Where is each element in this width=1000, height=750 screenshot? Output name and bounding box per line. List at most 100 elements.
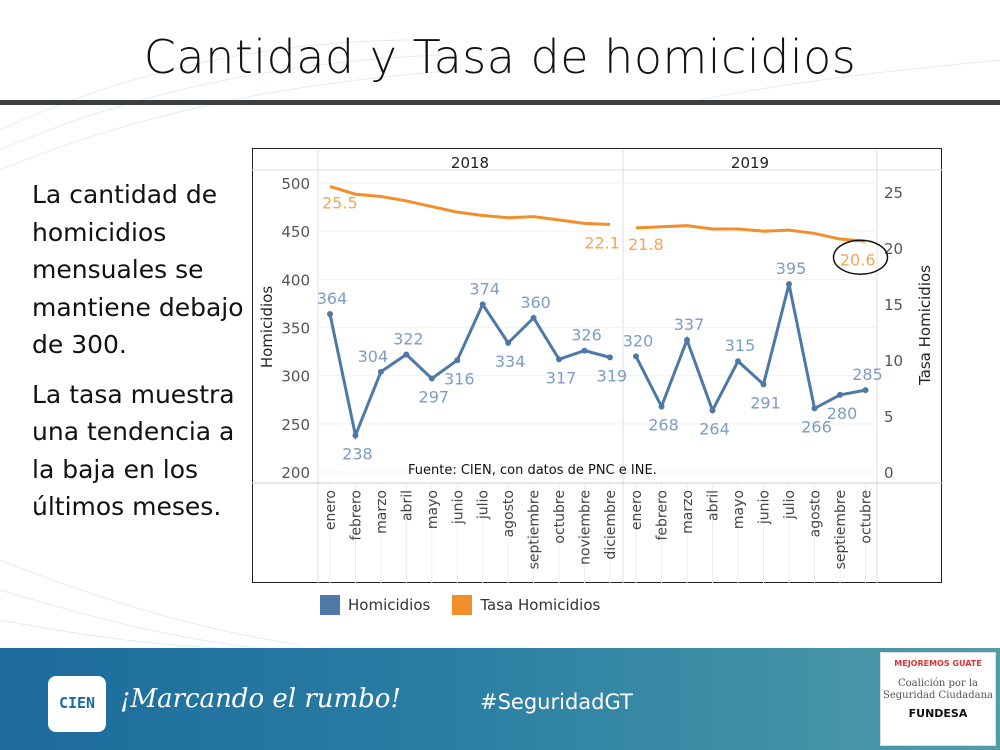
- homicidios-point: [556, 356, 563, 363]
- homicidios-data-label: 238: [342, 444, 373, 463]
- x-tick-label: julio: [476, 490, 492, 520]
- y2-tick-label: 20: [884, 240, 903, 258]
- x-tick-label: abril: [706, 490, 722, 521]
- tasa-data-label: 20.6: [840, 250, 876, 269]
- mejoremos-guate-logo: MEJOREMOS GUATE: [894, 659, 982, 668]
- footer-banner: CIEN ¡Marcando el rumbo! #SeguridadGT ME…: [0, 648, 1000, 750]
- cien-logo: CIEN: [48, 676, 106, 732]
- legend-item-homicidios[interactable]: Homicidios: [320, 595, 430, 615]
- fundesa-logo: FUNDESA: [908, 707, 968, 720]
- y-axis-title: Homicidios: [258, 286, 276, 369]
- homicidios-point: [454, 357, 461, 364]
- homicidios-point: [403, 351, 410, 358]
- tasa-data-label: 21.8: [628, 235, 664, 254]
- x-tick-label: septiembre: [833, 490, 849, 569]
- y-tick-label: 450: [281, 223, 310, 241]
- x-tick-label: febrero: [655, 490, 671, 541]
- homicidios-point: [581, 347, 588, 354]
- x-tick-label: octubre: [552, 490, 568, 544]
- homicidios-point: [760, 381, 767, 388]
- homicidios-point: [811, 405, 818, 412]
- legend: Homicidios Tasa Homicidios: [320, 595, 600, 615]
- hashtag: #SeguridadGT: [480, 690, 633, 714]
- homicidios-point: [658, 403, 665, 410]
- panel-label-2018: 2018: [451, 154, 489, 172]
- homicidios-data-label: 266: [801, 417, 832, 436]
- body-paragraph-2: La tasa muestra una tendencia a la baja …: [32, 379, 235, 522]
- legend-label: Tasa Homicidios: [480, 596, 601, 614]
- homicidios-point: [684, 337, 690, 344]
- homicidios-data-label: 326: [571, 326, 602, 345]
- x-tick-label: mayo: [425, 490, 441, 529]
- x-tick-label: agosto: [501, 490, 517, 537]
- x-tick-label: agosto: [808, 490, 824, 537]
- homicidios-data-label: 360: [520, 293, 551, 312]
- homicidios-line-2019: [634, 283, 866, 415]
- homicidios-point: [606, 354, 613, 361]
- homicidios-data-label: 316: [444, 369, 475, 388]
- homicidios-data-label: 319: [597, 366, 628, 385]
- x-tick-label: noviembre: [578, 490, 594, 565]
- homicidios-point: [352, 432, 359, 439]
- y2-axis-title: Tasa Homicidios: [916, 265, 934, 386]
- y2-tick-label: 0: [884, 464, 894, 482]
- homicidios-data-label: 285: [852, 365, 883, 384]
- homicidios-data-label: 304: [358, 347, 389, 366]
- homicidios-data-label: 374: [469, 279, 500, 298]
- legend-item-tasa[interactable]: Tasa Homicidios: [452, 595, 600, 615]
- x-tick-label: febrero: [348, 490, 364, 541]
- homicidios-data-label: 320: [623, 331, 654, 350]
- homicidios-point: [428, 375, 435, 382]
- y-tick-label: 400: [281, 271, 310, 289]
- homicidios-data-label: 268: [648, 415, 679, 434]
- y2-tick-label: 5: [884, 408, 894, 426]
- x-tick-label: marzo: [374, 490, 390, 534]
- highlight-circle: [832, 239, 889, 276]
- y-tick-label: 200: [281, 464, 310, 482]
- x-tick-label: enero: [323, 490, 339, 530]
- x-tick-label: junio: [450, 490, 466, 525]
- homicidios-point: [327, 311, 333, 318]
- source-annotation: Fuente: CIEN, con datos de PNC e INE.: [408, 463, 657, 478]
- y-tick-label: 300: [281, 368, 310, 386]
- x-tick-label: mayo: [731, 490, 747, 529]
- homicidios-line-2018: [328, 301, 611, 441]
- y2-tick-label: 15: [884, 296, 903, 314]
- tasa-data-label: 22.1: [584, 233, 620, 252]
- homicidios-point: [479, 301, 486, 308]
- x-tick-label: septiembre: [527, 490, 543, 569]
- legend-swatch-orange: [452, 595, 473, 615]
- homicidios-point: [862, 387, 869, 394]
- homicidios-point: [786, 281, 792, 288]
- y-tick-label: 350: [281, 320, 310, 338]
- tasa-line-2019: [635, 224, 866, 243]
- y2-tick-label: 10: [884, 352, 903, 370]
- coalicion-text: Coalición por la Seguridad Ciudadana: [883, 678, 993, 701]
- homicidios-data-label: 322: [393, 329, 424, 348]
- title-divider: [0, 100, 1000, 105]
- homicidios-data-label: 337: [674, 315, 705, 334]
- homicidios-data-label: 364: [317, 289, 348, 308]
- y-tick-label: 250: [281, 416, 310, 434]
- homicidios-data-label: 317: [546, 368, 577, 387]
- body-paragraph-1: La cantidad de homicidios mensuales se m…: [32, 180, 244, 359]
- slogan: ¡Marcando el rumbo!: [120, 684, 401, 714]
- y2-tick-label: 25: [884, 184, 903, 202]
- body-text: La cantidad de homicidios mensuales se m…: [32, 176, 247, 538]
- legend-swatch-blue: [320, 595, 340, 615]
- homicidios-point: [709, 407, 716, 414]
- homicidios-point: [377, 368, 384, 375]
- x-tick-label: abril: [399, 490, 415, 521]
- homicidios-point: [735, 358, 741, 365]
- x-tick-label: julio: [782, 490, 798, 520]
- homicidios-data-label: 297: [419, 388, 450, 407]
- homicidios-data-label: 264: [699, 419, 730, 438]
- x-tick-label: enero: [629, 490, 645, 530]
- tasa-line-2018: [329, 184, 611, 226]
- panel-label-2019: 2019: [731, 154, 769, 172]
- chart-frame: [252, 148, 942, 583]
- homicidios-data-label: 291: [750, 393, 781, 412]
- partner-logos: MEJOREMOS GUATE Coalición por la Segurid…: [880, 652, 996, 746]
